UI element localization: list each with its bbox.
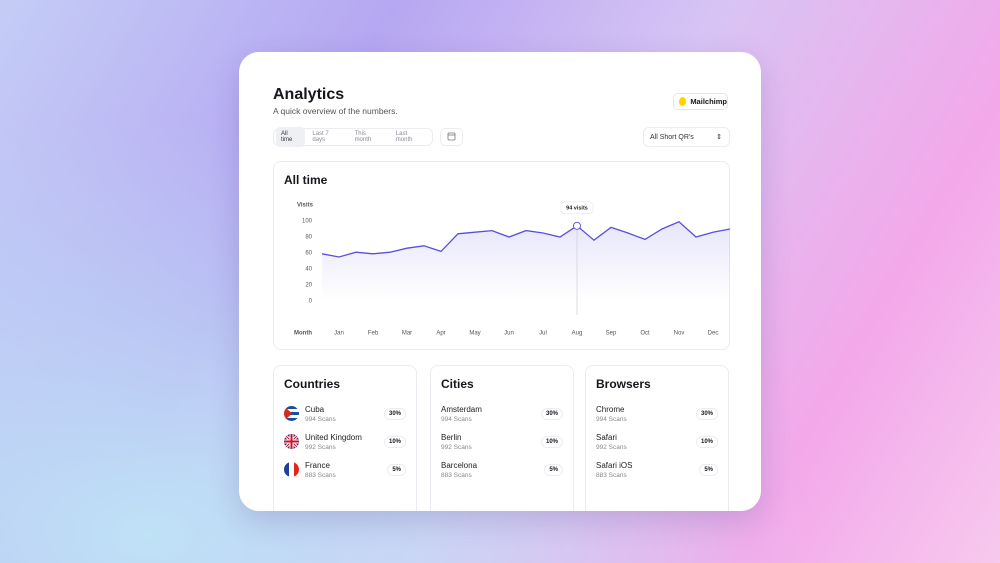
x-tick-label: Aug xyxy=(572,331,583,337)
qr-dropdown[interactable]: All Short QR's ⇕ xyxy=(643,127,730,147)
x-tick-label: Jan xyxy=(334,331,344,337)
tooltip-box xyxy=(560,201,594,215)
x-tick-label: Jul xyxy=(539,331,547,337)
panel-title: Browsers xyxy=(596,377,651,391)
stats-row: Barcelona 883 Scans 5% xyxy=(441,461,563,483)
row-detail: 883 Scans xyxy=(441,472,472,479)
row-name: Berlin xyxy=(441,433,462,442)
share-pill: 10% xyxy=(695,436,718,448)
stats-panel: Browsers Chrome 994 Scans 30% Safari 992 Scan… xyxy=(585,365,729,511)
row-detail: 883 Scans xyxy=(305,472,336,479)
range-option[interactable]: All time xyxy=(276,127,306,147)
stats-row: Safari 992 Scans 10% xyxy=(596,433,718,455)
share-pill: 10% xyxy=(540,436,563,448)
integration-button[interactable]: Mailchimp xyxy=(673,93,728,110)
stats-panel: Cities Amsterdam 994 Scans 30% Berlin 992 Sca… xyxy=(430,365,574,511)
line xyxy=(321,221,730,258)
row-name: United Kingdom xyxy=(305,433,362,442)
x-axis-label: Month xyxy=(294,331,312,337)
x-tick-label: Jun xyxy=(504,331,514,337)
y-tick-label: 0 xyxy=(309,299,313,305)
hover-point xyxy=(573,221,581,230)
row-detail: 994 Scans xyxy=(305,416,336,423)
panel-title: Countries xyxy=(284,377,341,391)
share-pill: 10% xyxy=(383,436,406,448)
x-tick-label: May xyxy=(469,331,480,337)
y-tick-label: 20 xyxy=(305,283,312,289)
x-tick-label: Nov xyxy=(674,331,685,337)
mailchimp-icon xyxy=(679,97,687,106)
stats-row: Amsterdam 994 Scans 30% xyxy=(441,405,563,427)
y-tick-label: 100 xyxy=(302,219,313,225)
stats-row: Cuba 994 Scans 30% xyxy=(284,405,406,427)
tooltip-label: 94 visits xyxy=(566,205,588,211)
row-name: Chrome xyxy=(596,405,625,414)
stats-row: Berlin 992 Scans 10% xyxy=(441,433,563,455)
row-detail: 883 Scans xyxy=(596,472,627,479)
row-name: Safari xyxy=(596,433,617,442)
share-pill: 30% xyxy=(695,408,718,420)
dropdown-arrow: ⇕ xyxy=(716,134,722,141)
range-option[interactable]: This month xyxy=(354,131,372,143)
stats-row: United Kingdom 992 Scans 10% xyxy=(284,433,406,455)
row-detail: 994 Scans xyxy=(441,416,472,423)
calendar-button[interactable] xyxy=(440,128,463,146)
stats-panel: Countries Cuba 994 Scans 30% United Kingdom 9… xyxy=(273,365,417,511)
row-detail: 992 Scans xyxy=(596,444,627,451)
chart-title: All time xyxy=(284,173,328,187)
share-pill: 30% xyxy=(383,408,406,420)
share-pill: 30% xyxy=(540,408,563,420)
x-tick-label: Sep xyxy=(606,331,617,337)
page-subtitle: A quick overview of the numbers. xyxy=(273,106,398,116)
stats-row: Safari iOS 883 Scans 5% xyxy=(596,461,718,483)
row-name: Cuba xyxy=(305,405,325,414)
range-option[interactable]: Last month xyxy=(395,131,413,143)
y-axis-label: Visits xyxy=(297,203,314,209)
row-name: Barcelona xyxy=(441,461,478,470)
share-pill: 5% xyxy=(387,464,406,476)
dropdown-label: All Short QR's xyxy=(650,133,694,141)
analytics-card: Analytics A quick overview of the number… xyxy=(239,52,761,511)
range-option[interactable]: Last 7 days xyxy=(312,131,329,143)
x-tick-label: Dec xyxy=(708,331,719,337)
stats-row: Chrome 994 Scans 30% xyxy=(596,405,718,427)
row-name: France xyxy=(305,461,330,470)
chart-card: All time Visits Month 0 20 40 60 80 100 Jan Feb Ma… xyxy=(273,161,730,350)
area xyxy=(322,221,730,301)
calendar-icon xyxy=(447,132,456,141)
line-chart: Visits Month 0 20 40 60 80 100 Jan Feb Mar Apr May Ju… xyxy=(294,201,730,337)
row-detail: 992 Scans xyxy=(441,444,472,451)
x-tick-label: Oct xyxy=(640,331,650,337)
flag-icon xyxy=(284,462,299,477)
x-tick-label: Mar xyxy=(402,331,412,337)
row-name: Amsterdam xyxy=(441,405,482,414)
y-tick-label: 60 xyxy=(305,251,312,257)
panel-title: Cities xyxy=(441,377,474,391)
flag-icon xyxy=(284,406,299,421)
row-detail: 994 Scans xyxy=(596,416,627,423)
stats-row: France 883 Scans 5% xyxy=(284,461,406,483)
page-title: Analytics xyxy=(273,86,345,103)
y-tick-label: 80 xyxy=(305,235,312,241)
range-filter: All time Last 7 days This month Last month xyxy=(273,127,433,147)
y-tick-label: 40 xyxy=(305,267,312,273)
x-tick-label: Apr xyxy=(436,331,445,337)
flag-icon xyxy=(284,434,299,449)
share-pill: 5% xyxy=(699,464,718,476)
integration-label: Mailchimp xyxy=(690,97,727,106)
row-name: Safari iOS xyxy=(596,461,633,470)
row-detail: 992 Scans xyxy=(305,444,336,451)
x-tick-label: Feb xyxy=(368,331,379,337)
share-pill: 5% xyxy=(544,464,563,476)
